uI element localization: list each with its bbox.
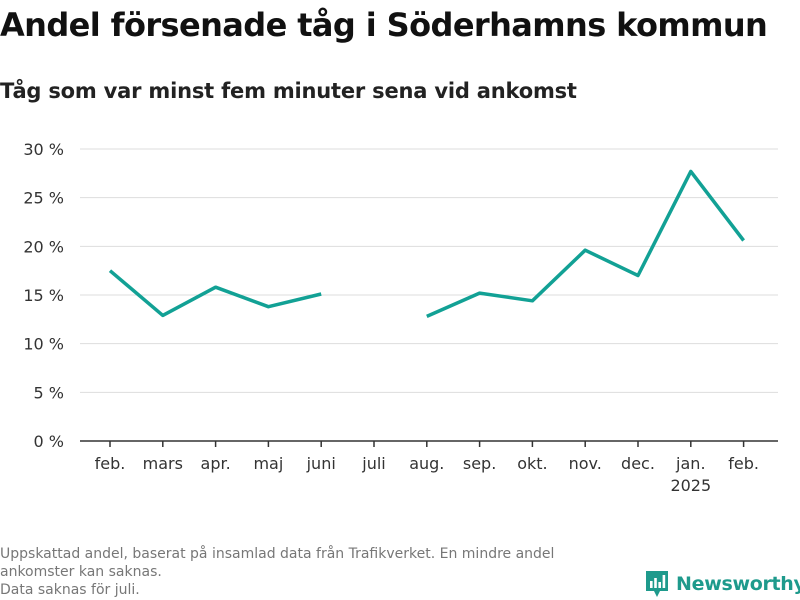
footnote-line: ankomster kan saknas. (0, 564, 162, 580)
footnote-line: Data saknas för juli. (0, 582, 140, 598)
x-tick-label: maj (253, 454, 283, 473)
chart-subtitle: Tåg som var minst fem minuter sena vid a… (0, 79, 577, 103)
brand-logo[interactable]: Newsworthy (644, 569, 800, 599)
x-tick-label: nov. (569, 454, 602, 473)
x-tick-label: juni (306, 454, 336, 473)
x-tick-label: apr. (201, 454, 231, 473)
y-axis-tick-labels: 0 % 5 % 10 % 15 % 20 % 25 % 30 % (23, 140, 64, 451)
y-tick-label: 30 % (23, 140, 64, 159)
footnote-line: Uppskattad andel, baserat på insamlad da… (0, 546, 555, 562)
series-lines (108, 169, 745, 319)
x-tick-label: feb. (728, 454, 759, 473)
x-tick-label: mars (143, 454, 183, 473)
x-tick-label: feb. (95, 454, 126, 473)
x-axis: feb. mars apr. maj juni juli aug. sep. okt. nov. d… (80, 440, 778, 495)
y-tick-label: 10 % (23, 335, 64, 354)
x-tick-label: dec. (621, 454, 655, 473)
brand-name: Newsworthy (676, 573, 800, 595)
series-line (426, 169, 745, 319)
y-tick-label: 25 % (23, 189, 64, 208)
grid-lines (80, 148, 778, 393)
series-line (108, 269, 322, 318)
x-tick-label: aug. (409, 454, 444, 473)
footnote: Uppskattad andel, baserat på insamlad da… (0, 545, 640, 599)
x-tick-label: okt. (517, 454, 547, 473)
y-tick-label: 5 % (34, 383, 64, 402)
newsworthy-logo-icon (646, 571, 668, 597)
x-tick-label: juli (361, 454, 385, 473)
chart-title: Andel försenade tåg i Söderhamns kommun (0, 6, 768, 44)
line-chart: 0 % 5 % 10 % 15 % 20 % 25 % 30 % feb. mars apr. m… (23, 140, 778, 495)
y-tick-label: 20 % (23, 237, 64, 256)
y-tick-label: 0 % (34, 432, 64, 451)
x-tick-sublabel: 2025 (670, 476, 711, 495)
y-tick-label: 15 % (23, 286, 64, 305)
x-tick-label: sep. (463, 454, 496, 473)
x-tick-label: jan. (675, 454, 705, 473)
